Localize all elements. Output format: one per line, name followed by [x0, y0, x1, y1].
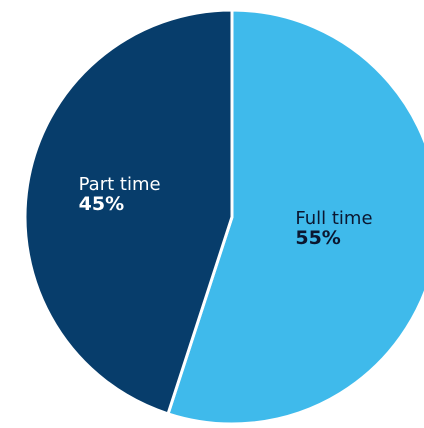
pie-slice-part-time: [23, 8, 234, 416]
slice-value-full-time: 55%: [295, 227, 340, 249]
pie-slices: [23, 8, 424, 426]
slice-label-full-time: Full time: [295, 208, 372, 229]
slice-label-part-time: Part time: [79, 174, 161, 195]
slice-value-part-time: 45%: [79, 193, 124, 215]
